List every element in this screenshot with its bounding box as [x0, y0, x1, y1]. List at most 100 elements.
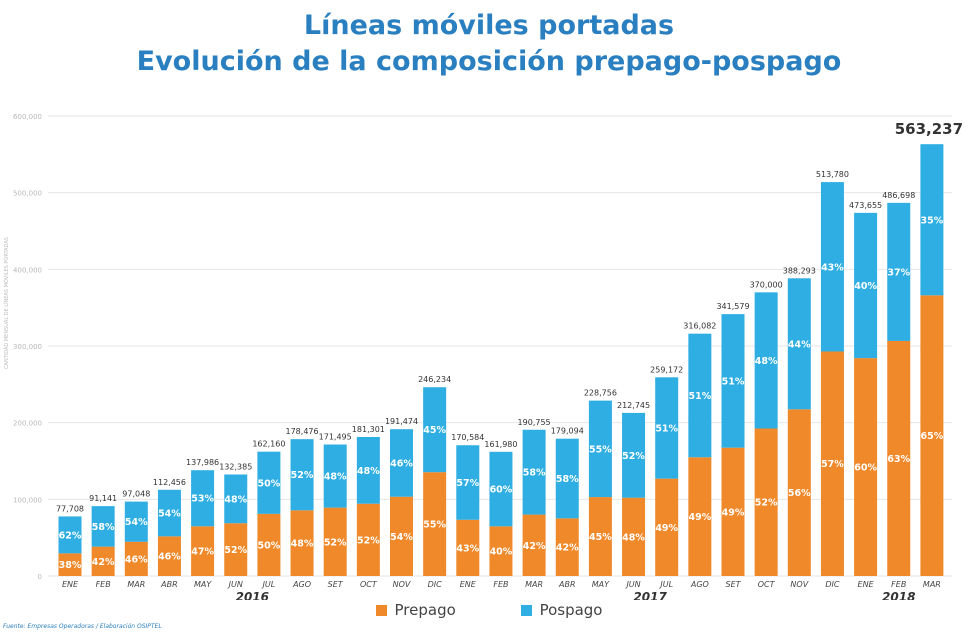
- x-tick-label: JUN: [624, 580, 640, 589]
- x-tick-label: OCT: [758, 580, 776, 589]
- bar-pospago: [257, 451, 281, 514]
- total-label: 190,755: [518, 418, 551, 427]
- chart-subtitle: Evolución de la composición prepago-posp…: [136, 46, 842, 77]
- total-label: 97,048: [122, 490, 150, 499]
- x-tick-label: AGO: [690, 580, 709, 589]
- x-tick-label: ABR: [160, 580, 178, 589]
- percent-label-pospago: 52%: [291, 470, 314, 481]
- x-tick-label: MAY: [592, 580, 610, 589]
- percent-label-prepago: 42%: [523, 541, 546, 552]
- total-label: 91,141: [89, 494, 117, 503]
- total-label: 341,579: [716, 302, 749, 311]
- total-label: 259,172: [650, 365, 683, 374]
- percent-label-prepago: 52%: [755, 498, 778, 509]
- bar-pospago: [323, 444, 347, 508]
- bar-prepago: [820, 351, 844, 576]
- total-label: 246,234: [418, 375, 451, 384]
- percent-label-pospago: 46%: [390, 458, 413, 469]
- bar-prepago: [622, 497, 646, 576]
- bar-prepago: [787, 409, 811, 576]
- bar-pospago: [555, 438, 579, 519]
- total-label: 77,708: [56, 504, 84, 513]
- year-label: 2016: [236, 590, 269, 600]
- percent-label-prepago: 56%: [788, 488, 811, 499]
- percent-label-pospago: 58%: [523, 468, 546, 479]
- percent-label-pospago: 48%: [324, 472, 347, 483]
- total-label: 170,584: [451, 433, 484, 442]
- percent-label-prepago: 45%: [589, 532, 612, 543]
- bar-pospago: [390, 429, 413, 497]
- percent-label-prepago: 54%: [390, 532, 413, 543]
- x-tick-label: ABR: [558, 580, 576, 589]
- percent-label-prepago: 63%: [887, 454, 910, 465]
- percent-label-prepago: 60%: [854, 463, 877, 474]
- percent-label-prepago: 49%: [722, 507, 745, 518]
- total-label: 473,655: [849, 201, 882, 210]
- bar-prepago: [489, 526, 513, 576]
- x-tick-label: DIC: [428, 580, 443, 589]
- percent-label-prepago: 46%: [125, 554, 148, 565]
- percent-label-prepago: 65%: [921, 431, 944, 442]
- percent-label-pospago: 51%: [722, 376, 745, 387]
- bar-pospago: [622, 412, 646, 498]
- total-label: 486,698: [882, 191, 915, 200]
- bar-prepago: [555, 518, 579, 576]
- bar-pospago: [456, 445, 480, 520]
- x-tick-label: MAR: [127, 580, 145, 589]
- percent-label-prepago: 49%: [688, 512, 711, 523]
- bar-prepago: [920, 295, 944, 576]
- bar-pospago: [655, 377, 679, 479]
- bar-pospago: [157, 489, 181, 537]
- percent-label-prepago: 52%: [357, 535, 380, 546]
- bar-pospago: [522, 429, 546, 515]
- x-tick-label: FEB: [891, 580, 906, 589]
- x-tick-label: SET: [725, 580, 741, 589]
- percent-label-pospago: 48%: [224, 494, 247, 505]
- percent-label-prepago: 52%: [324, 537, 347, 548]
- y-tick-label: 500,000: [13, 190, 42, 198]
- x-tick-label: MAR: [923, 580, 941, 589]
- percent-label-pospago: 35%: [921, 215, 944, 226]
- bar-prepago: [91, 546, 115, 576]
- percent-label-pospago: 51%: [688, 391, 711, 402]
- x-tick-label: JUL: [658, 580, 673, 589]
- x-tick-label: JUN: [227, 580, 243, 589]
- bar-pospago: [58, 516, 82, 554]
- x-tick-label: ENE: [460, 580, 477, 589]
- bar-prepago: [423, 472, 447, 576]
- bar-prepago: [456, 519, 480, 576]
- bar-prepago: [655, 478, 679, 576]
- legend-item-pospago: Pospago: [520, 601, 602, 619]
- bar-pospago: [124, 501, 148, 542]
- percent-label-prepago: 38%: [59, 560, 82, 571]
- percent-label-pospago: 54%: [158, 509, 181, 520]
- x-tick-label: OCT: [360, 580, 378, 589]
- percent-label-pospago: 45%: [423, 425, 446, 436]
- percent-label-pospago: 54%: [125, 517, 148, 528]
- percent-label-prepago: 52%: [224, 545, 247, 556]
- bar-prepago: [887, 340, 911, 576]
- bar-pospago: [887, 202, 911, 341]
- total-label: 370,000: [750, 280, 783, 289]
- percent-label-pospago: 48%: [755, 356, 778, 367]
- bar-pospago: [588, 400, 612, 498]
- x-tick-label: AGO: [292, 580, 311, 589]
- bar-prepago: [688, 457, 712, 576]
- x-tick-label: JUL: [261, 580, 276, 589]
- bar-pospago: [854, 212, 878, 359]
- percent-label-pospago: 51%: [655, 423, 678, 434]
- y-tick-label: 400,000: [13, 266, 42, 274]
- total-label: 191,474: [385, 417, 418, 426]
- x-tick-label: ENE: [62, 580, 79, 589]
- bar-prepago: [854, 358, 878, 576]
- percent-label-prepago: 43%: [456, 543, 479, 554]
- legend: Prepago Pospago: [0, 601, 978, 619]
- bar-prepago: [157, 536, 181, 576]
- percent-label-pospago: 60%: [490, 485, 513, 496]
- percent-label-prepago: 55%: [423, 520, 446, 531]
- y-tick-label: 100,000: [13, 496, 42, 504]
- y-tick-label: 600,000: [13, 113, 42, 121]
- bar-prepago: [191, 526, 215, 576]
- total-label: 162,160: [252, 440, 285, 449]
- percent-label-prepago: 57%: [821, 459, 844, 470]
